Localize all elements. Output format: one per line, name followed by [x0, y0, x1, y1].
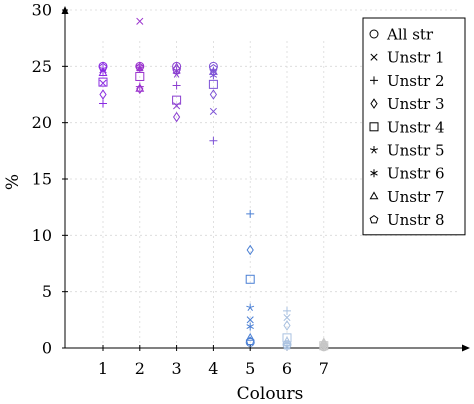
- data-point-plus: [172, 81, 181, 90]
- legend-marker-star5-icon: [370, 146, 378, 154]
- data-point-square: [98, 77, 108, 87]
- y-tick-label: 30: [32, 1, 52, 20]
- data-point-pentagon: [98, 62, 108, 72]
- legend-label: Unstr 8: [387, 211, 445, 229]
- data-point-pentagon: [319, 342, 329, 351]
- legend-marker-plus-icon: [370, 76, 378, 85]
- data-point-cross: [99, 79, 107, 87]
- data-point-triangle: [319, 337, 329, 346]
- data-point-asterisk: [246, 322, 254, 331]
- legend-label: Unstr 1: [387, 49, 445, 67]
- data-point-plus: [246, 209, 255, 218]
- x-tick-label: 4: [208, 359, 218, 378]
- y-tick-label: 0: [42, 339, 52, 358]
- legend-label: Unstr 4: [387, 118, 445, 136]
- data-point-triangle: [98, 68, 108, 76]
- legend-label: All str: [386, 26, 434, 44]
- legend-marker-diamond-icon: [370, 98, 378, 109]
- y-tick-label: 15: [32, 170, 52, 189]
- data-point-cross: [136, 17, 144, 25]
- data-point-square: [208, 79, 218, 89]
- legend-label: Unstr 5: [387, 142, 445, 160]
- data-point-square: [245, 274, 255, 284]
- data-point-square: [172, 95, 182, 105]
- x-axis-title: Colours: [237, 384, 304, 404]
- data-point-diamond: [99, 89, 107, 100]
- legend: All str Unstr 1 Unstr 2 Unstr 3 Unstr 4 Unstr…: [362, 17, 466, 236]
- grid: [65, 9, 460, 348]
- data-point-plus: [283, 306, 291, 315]
- series-unstr-8: [98, 62, 329, 351]
- legend-marker-pentagon-icon: [369, 214, 379, 224]
- data-point-triangle: [282, 336, 292, 345]
- x-tick-label: 1: [98, 359, 108, 378]
- legend-label: Unstr 6: [387, 165, 445, 183]
- y-axis-title: %: [3, 174, 23, 190]
- data-point-pentagon: [245, 336, 255, 345]
- x-axis-arrow-icon: [462, 344, 470, 352]
- data-point-diamond: [136, 83, 144, 95]
- data-point-triangle: [135, 83, 145, 92]
- data-point-diamond: [172, 111, 181, 123]
- y-tick-label: 5: [42, 282, 52, 301]
- data-point-triangle: [208, 66, 218, 75]
- legend-marker-asterisk-icon: [370, 169, 378, 178]
- axes: [61, 6, 470, 352]
- data-point-star5: [246, 303, 255, 311]
- data-point-cross: [246, 316, 254, 324]
- data-point-circle: [245, 337, 255, 347]
- x-tick-label: 6: [282, 359, 292, 378]
- data-point-plus: [209, 136, 218, 145]
- legend-label: Unstr 7: [387, 188, 445, 206]
- data-points: [98, 17, 329, 352]
- y-tick-label: 10: [32, 226, 52, 245]
- data-point-pentagon: [135, 62, 145, 72]
- y-tick-label: 20: [32, 113, 52, 132]
- data-point-diamond: [209, 89, 218, 100]
- x-tick-label: 2: [135, 359, 145, 378]
- tick-labels: 1 2 3 4 5 6 7 0 5 10 15 20 25 30: [32, 1, 329, 379]
- data-point-plus: [99, 99, 107, 108]
- data-point-pentagon: [209, 63, 218, 73]
- data-point-diamond: [246, 244, 254, 256]
- legend-marker-cross-icon: [370, 53, 378, 61]
- series-unstr-3: [99, 83, 328, 350]
- data-point-cross: [173, 102, 181, 110]
- data-point-cross: [209, 107, 217, 115]
- x-tick-label: 5: [245, 359, 255, 378]
- y-tick-label: 25: [32, 57, 52, 76]
- data-point-pentagon: [172, 65, 181, 74]
- data-point-cross: [283, 314, 291, 322]
- x-tick-label: 3: [172, 359, 182, 378]
- legend-label: Unstr 3: [387, 95, 445, 113]
- legend-marker-triangle-icon: [369, 191, 379, 200]
- legend-marker-circle-icon: [369, 29, 379, 39]
- data-point-pentagon: [282, 341, 292, 350]
- data-point-diamond: [283, 320, 291, 331]
- legend-label: Unstr 2: [387, 72, 445, 90]
- x-tick-label: 7: [319, 359, 329, 378]
- legend-box: [362, 17, 466, 236]
- data-point-triangle: [245, 332, 255, 341]
- legend-marker-square-icon: [369, 122, 379, 132]
